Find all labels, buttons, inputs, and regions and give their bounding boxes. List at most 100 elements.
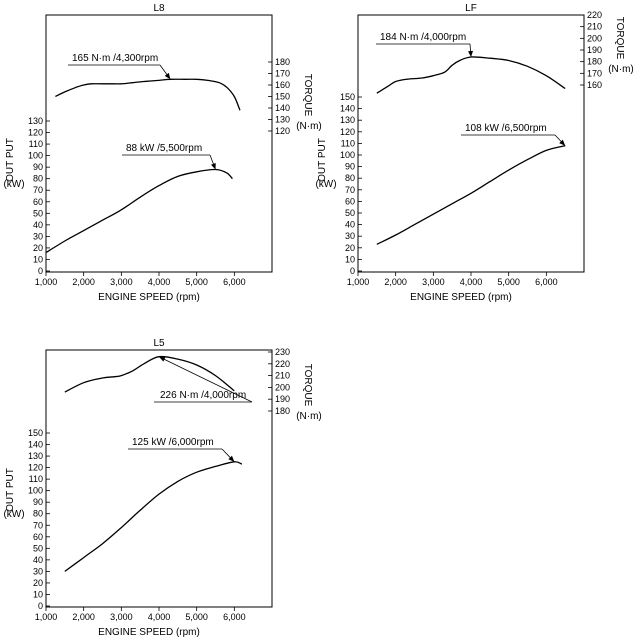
y-output-tick-label: 110 xyxy=(29,139,43,149)
peak-annotation: 108 kW /6,500rpm xyxy=(465,123,547,134)
x-tick-label: 5,000 xyxy=(497,277,520,287)
y-torque-tick-label: 230 xyxy=(275,347,290,357)
y-torque-axis-label: TORQUE xyxy=(302,364,313,407)
annotation-arrowhead xyxy=(211,162,216,170)
y-output-axis-unit: (kW) xyxy=(3,509,24,520)
y-output-tick-label: 100 xyxy=(340,150,355,160)
y-torque-axis-unit: (N·m) xyxy=(296,121,322,132)
y-output-tick-label: 90 xyxy=(33,497,43,507)
y-output-tick-label: 90 xyxy=(33,162,43,172)
y-output-tick-label: 20 xyxy=(33,243,43,253)
y-output-tick-label: 90 xyxy=(345,162,355,172)
x-tick-label: 4,000 xyxy=(460,277,483,287)
torque-curve xyxy=(55,78,241,111)
x-axis-label: ENGINE SPEED (rpm) xyxy=(98,292,200,303)
x-tick-label: 6,000 xyxy=(223,612,246,622)
y-torque-axis-unit: (N·m) xyxy=(296,411,322,422)
output-curve xyxy=(376,145,566,245)
output-curve xyxy=(64,461,243,572)
y-torque-tick-label: 220 xyxy=(275,359,290,369)
x-tick-label: 3,000 xyxy=(110,277,133,287)
y-output-tick-label: 60 xyxy=(345,196,355,206)
y-output-tick-label: 20 xyxy=(345,243,355,253)
x-tick-label: 1,000 xyxy=(35,612,58,622)
torque-curve xyxy=(64,355,235,393)
y-output-tick-label: 100 xyxy=(28,486,43,496)
peak-annotation: 184 N·m /4,000rpm xyxy=(380,32,466,43)
x-tick-label: 1,000 xyxy=(35,277,58,287)
x-tick-label: 1,000 xyxy=(347,277,370,287)
peak-annotation: 125 kW /6,000rpm xyxy=(132,437,214,448)
y-torque-tick-label: 140 xyxy=(275,103,290,113)
y-torque-axis-unit: (N·m) xyxy=(608,64,634,75)
x-tick-label: 5,000 xyxy=(185,277,208,287)
y-output-tick-label: 130 xyxy=(340,115,355,125)
y-output-tick-label: 70 xyxy=(33,185,43,195)
y-output-tick-label: 40 xyxy=(33,555,43,565)
y-torque-tick-label: 210 xyxy=(587,22,602,32)
chart-l5: L5 1,000 2,000 3,000 4,000 5,000 6,000 ENGINE S… xyxy=(3,338,321,638)
peak-annotation: 226 N·m /4,000rpm xyxy=(160,390,246,401)
peak-annotation: 88 kW /5,500rpm xyxy=(126,143,202,154)
y-output-tick-label: 150 xyxy=(340,92,355,102)
y-torque-tick-label: 180 xyxy=(275,406,290,416)
y-output-tick-label: 30 xyxy=(345,231,355,241)
x-tick-label: 3,000 xyxy=(110,612,133,622)
y-torque-tick-label: 180 xyxy=(275,57,290,67)
y-output-tick-label: 130 xyxy=(28,116,43,126)
y-output-axis-label: OUT PUT xyxy=(5,468,16,512)
y-torque-axis-label: TORQUE xyxy=(302,74,313,117)
annotation-arrowhead xyxy=(228,455,235,462)
annotation-arrowhead xyxy=(159,356,166,362)
y-output-tick-label: 140 xyxy=(340,104,355,114)
x-axis-label: ENGINE SPEED (rpm) xyxy=(98,627,200,638)
x-tick-label: 3,000 xyxy=(422,277,445,287)
y-output-tick-label: 0 xyxy=(350,266,355,276)
y-output-tick-label: 130 xyxy=(28,451,43,461)
y-output-axis-unit: (kW) xyxy=(315,179,336,190)
annotation-arrowhead xyxy=(559,139,566,146)
y-output-tick-label: 0 xyxy=(38,601,43,611)
y-output-tick-label: 30 xyxy=(33,566,43,576)
y-output-axis-unit: (kW) xyxy=(3,179,24,190)
y-torque-tick-label: 190 xyxy=(275,394,290,404)
x-tick-label: 2,000 xyxy=(72,612,95,622)
chart-title: L5 xyxy=(153,338,165,349)
output-curve xyxy=(45,168,233,254)
y-output-tick-label: 10 xyxy=(33,589,43,599)
peak-annotation: 165 N·m /4,300rpm xyxy=(72,53,158,64)
annotation-arrowhead xyxy=(468,50,474,57)
y-output-axis-label: OUT PUT xyxy=(317,138,328,182)
y-torque-tick-label: 200 xyxy=(587,33,602,43)
y-torque-tick-label: 190 xyxy=(587,45,602,55)
y-torque-tick-label: 180 xyxy=(587,57,602,67)
y-output-tick-label: 120 xyxy=(28,128,43,138)
y-output-tick-label: 40 xyxy=(33,220,43,230)
y-output-tick-label: 60 xyxy=(33,532,43,542)
x-tick-label: 2,000 xyxy=(72,277,95,287)
y-output-tick-label: 80 xyxy=(33,174,43,184)
y-torque-tick-label: 200 xyxy=(275,382,290,392)
y-torque-tick-label: 130 xyxy=(275,115,290,125)
plot-frame xyxy=(45,349,273,608)
x-tick-label: 4,000 xyxy=(148,612,171,622)
y-output-tick-label: 80 xyxy=(345,173,355,183)
x-tick-label: 4,000 xyxy=(148,277,171,287)
y-output-tick-label: 50 xyxy=(345,208,355,218)
y-torque-tick-label: 170 xyxy=(587,68,602,78)
y-output-tick-label: 110 xyxy=(341,138,355,148)
y-output-tick-label: 70 xyxy=(345,185,355,195)
y-output-tick-label: 140 xyxy=(28,440,43,450)
chart-l8: L8 1,000 2,000 3,000 4,000 5,000 6,000 ENGINE S… xyxy=(3,3,321,303)
y-output-tick-label: 120 xyxy=(28,463,43,473)
chart-title: LF xyxy=(465,3,477,14)
chart-lf: LF 1,000 2,000 3,000 4,000 5,000 6,000 ENGINE S… xyxy=(315,3,633,303)
y-torque-tick-label: 170 xyxy=(275,69,290,79)
y-output-tick-label: 10 xyxy=(33,254,43,264)
annotation-arrowhead xyxy=(164,72,171,80)
x-tick-label: 6,000 xyxy=(223,277,246,287)
y-output-tick-label: 70 xyxy=(33,520,43,530)
y-output-tick-label: 150 xyxy=(28,428,43,438)
y-output-tick-label: 100 xyxy=(28,151,43,161)
